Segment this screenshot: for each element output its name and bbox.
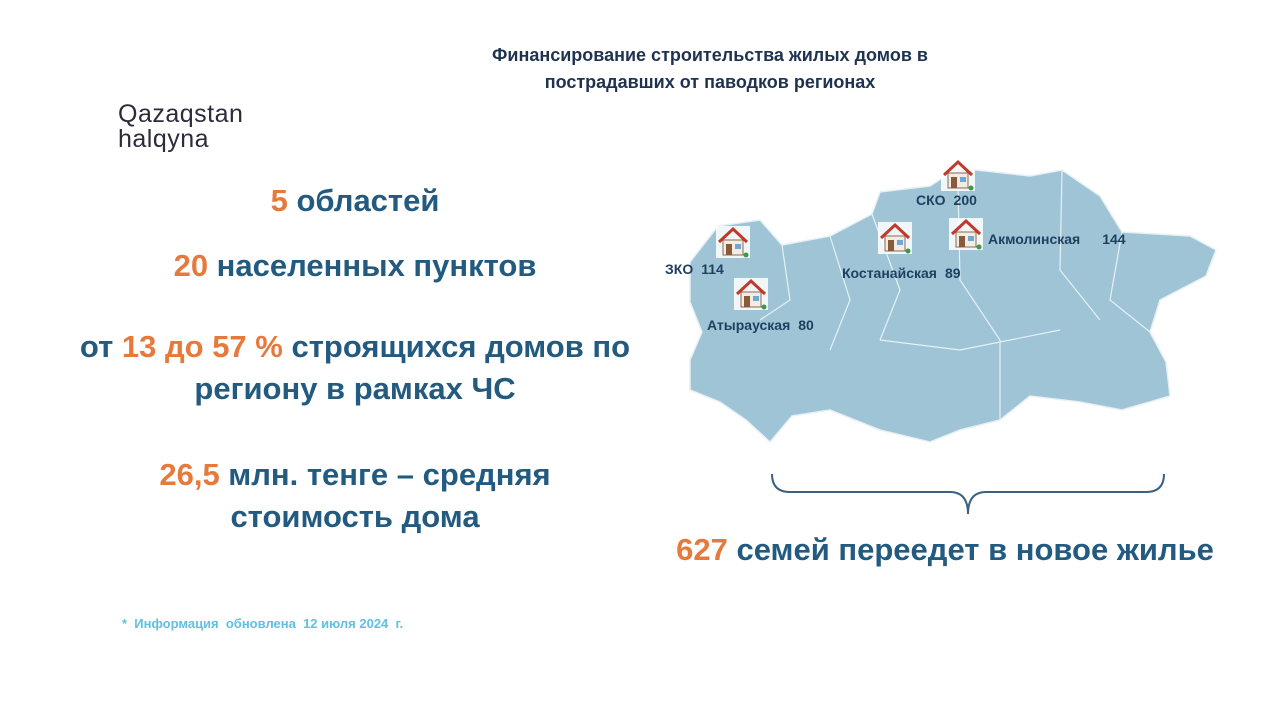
- fact: 26,5 млн. тенге – средняя стоимость дома: [0, 454, 710, 538]
- fact-line: региону в рамках ЧС: [0, 368, 710, 410]
- footnote: * Информация обновлена 12 июля 2024 г.: [122, 616, 404, 631]
- brace: [771, 473, 1165, 515]
- region-value: 144: [1102, 231, 1126, 247]
- fact-line: стоимость дома: [0, 496, 710, 538]
- house-icon: [734, 278, 768, 310]
- region-name: Костанайская: [842, 265, 937, 281]
- region-label: Акмолинская 144: [988, 231, 1126, 247]
- text: населенных пунктов: [208, 248, 537, 283]
- logo-mark: [110, 12, 266, 92]
- fact: 20 населенных пунктов: [0, 245, 710, 287]
- logo-line: halqyna: [118, 125, 210, 153]
- house-icons: [716, 159, 983, 310]
- title: Финансирование строительства жилых домов…: [360, 42, 1060, 96]
- region-name: Атырауская: [707, 317, 791, 333]
- logo-text: Qazaqstan halqyna: [118, 102, 243, 152]
- region-value: 80: [798, 317, 814, 333]
- house-icon: [716, 226, 750, 258]
- region-value: 114: [701, 261, 724, 277]
- fact: 5 областей: [0, 180, 710, 222]
- text: региону в рамках ЧС: [194, 371, 516, 406]
- text: от: [79, 329, 122, 364]
- text: стоимость дома: [230, 499, 480, 534]
- region-label: ЗКО 114: [665, 261, 724, 277]
- region-name: Акмолинская: [988, 231, 1081, 247]
- region-label: СКО 200: [916, 192, 977, 208]
- fact-line: 20 населенных пунктов: [0, 245, 710, 287]
- highlight: 627: [676, 532, 728, 567]
- region-label: Костанайская 89: [842, 265, 961, 281]
- text: строящихся домов по: [282, 329, 631, 364]
- text: областей: [287, 183, 440, 218]
- fact-line: от 13 до 57 % строящихся домов по: [0, 326, 710, 368]
- house-icon: [878, 222, 912, 254]
- highlight: 13 до 57 %: [121, 329, 283, 364]
- highlight: 20: [173, 248, 209, 283]
- house-icon: [941, 159, 975, 191]
- region-label: Атырауская 80: [707, 317, 814, 333]
- map: [689, 167, 1217, 444]
- text: семей переедет в новое жилье: [727, 532, 1214, 567]
- title-line: Финансирование строительства жилых домов…: [492, 45, 928, 65]
- text: млн. тенге – средняя: [219, 457, 551, 492]
- house-icon: [949, 218, 983, 250]
- title-line: пострадавших от паводков регионах: [544, 72, 876, 92]
- region-value: 89: [944, 265, 961, 281]
- region-value: 200: [953, 192, 977, 208]
- fact: от 13 до 57 % строящихся домов по региону…: [0, 326, 710, 410]
- fact-line: 26,5 млн. тенге – средняя: [0, 454, 710, 496]
- region-name: СКО: [916, 192, 946, 208]
- region-name: ЗКО: [665, 261, 694, 277]
- highlight: 26,5: [159, 457, 220, 492]
- fact-line: 5 областей: [0, 180, 710, 222]
- highlight: 5: [270, 183, 288, 218]
- logo-line: Qazaqstan: [118, 100, 244, 128]
- total: 627 семей переедет в новое жилье: [600, 532, 1280, 568]
